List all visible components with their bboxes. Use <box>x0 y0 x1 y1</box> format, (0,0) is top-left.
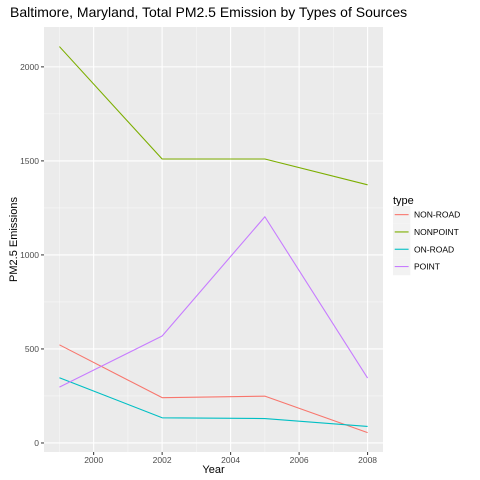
grid-major <box>44 27 383 452</box>
series-line-nonpoint <box>59 46 368 186</box>
series-line-point <box>59 216 369 388</box>
x-axis-label: Year <box>202 464 225 476</box>
y-tick-label: 0 <box>34 438 39 448</box>
y-tick-label: 2000 <box>20 62 39 72</box>
y-axis: 0 500 1000 1500 2000 <box>20 62 44 448</box>
legend-title: type <box>393 195 414 207</box>
y-axis-label: PM2.5 Emissions <box>8 197 20 282</box>
x-tick-label: 2004 <box>221 455 240 465</box>
legend-label-nonpoint: NONPOINT <box>414 227 459 237</box>
series-lines <box>59 46 369 434</box>
y-tick-label: 1500 <box>20 156 39 166</box>
legend-label-point: POINT <box>414 262 440 272</box>
chart-title: Baltimore, Maryland, Total PM2.5 Emissio… <box>10 4 407 20</box>
x-tick-label: 2000 <box>84 455 103 465</box>
legend-label-non-road: NON-ROAD <box>414 210 460 220</box>
series-line-non-road <box>59 344 368 434</box>
plot-panel <box>44 27 383 452</box>
y-tick-label: 500 <box>25 344 39 354</box>
x-axis: 2000 2002 2004 2006 2008 <box>84 452 377 465</box>
grid-minor <box>44 27 383 452</box>
x-tick-label: 2008 <box>358 455 377 465</box>
x-tick-label: 2006 <box>290 455 309 465</box>
legend-label-on-road: ON-ROAD <box>414 244 454 254</box>
series-line-on-road <box>59 377 368 427</box>
x-tick-label: 2002 <box>153 455 172 465</box>
y-tick-label: 1000 <box>20 250 39 260</box>
legend: type NON-ROAD NONPOINT ON-ROAD POINT <box>393 195 460 276</box>
